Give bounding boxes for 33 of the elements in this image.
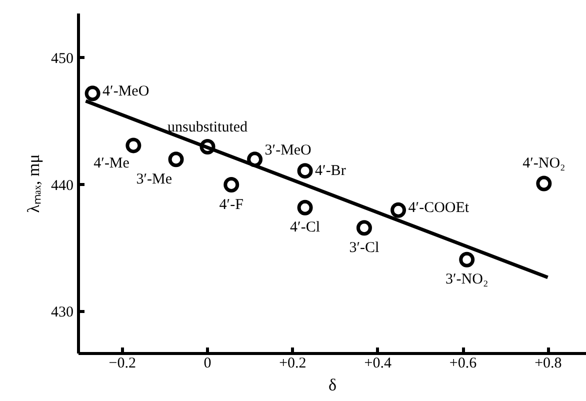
point: [126, 138, 142, 154]
y-tick-label: 440: [51, 178, 74, 194]
point: [168, 152, 184, 168]
x-tick-label: +0.8: [534, 356, 562, 372]
point: [224, 177, 240, 193]
annotation: 3′-Cl: [349, 240, 380, 256]
annotation: 4′-Cl: [290, 220, 320, 236]
annotation: 4′-NO₂: [522, 156, 566, 172]
point: [459, 252, 475, 268]
annotation: 4′-MeO: [102, 83, 150, 100]
x-tick-label: +0.2: [279, 356, 306, 372]
y-axis-title: λₘₐₓ, mμ: [24, 154, 43, 213]
y-tick-label: 450: [51, 50, 74, 67]
x-tick-label: 0: [204, 356, 212, 372]
annotation: 4′-Br: [315, 162, 346, 179]
annotation: 4′-COOEt: [408, 200, 470, 216]
x-tick-label: +0.4: [364, 356, 392, 372]
annotation: 3′-MeO: [264, 142, 312, 158]
point: [356, 220, 372, 236]
point: [84, 86, 100, 102]
point: [297, 200, 313, 216]
annotation: 3′-Me: [136, 171, 172, 188]
point: [390, 202, 406, 218]
y-tick-label: 430: [51, 304, 74, 321]
x-tick-label: −0.2: [108, 356, 136, 372]
x-tick-label: +0.6: [449, 356, 478, 372]
x-axis-title: δ: [328, 376, 337, 394]
annotation: 3′-NO₂: [446, 272, 488, 288]
annotation: unsubstituted: [168, 120, 248, 136]
annotation: 4′-Me: [94, 155, 130, 172]
annotation: 4′-F: [219, 196, 244, 213]
point: [536, 176, 552, 192]
point: [297, 163, 313, 179]
